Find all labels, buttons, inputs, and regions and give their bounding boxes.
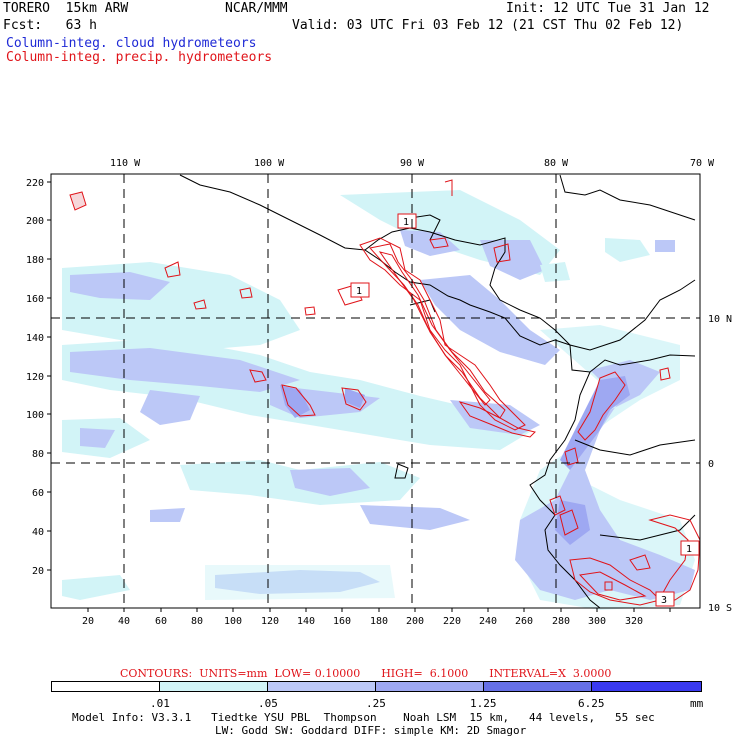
colorbar-label: .05 <box>258 697 278 710</box>
colorbar-label: 1.25 <box>470 697 497 710</box>
x-tick-label: 300 <box>588 616 606 627</box>
map-frame <box>50 173 701 609</box>
x-tick-label: 180 <box>370 616 388 627</box>
y-tick-label: 140 <box>26 333 44 344</box>
y-tick-label: 120 <box>26 372 44 383</box>
y-tick-label: 160 <box>26 294 44 305</box>
colorbar-bin <box>267 681 376 692</box>
valid-time: Valid: 03 UTC Fri 03 Feb 12 (21 CST Thu … <box>292 18 684 33</box>
y-tick-label: 80 <box>32 449 44 460</box>
init-time: Init: 12 UTC Tue 31 Jan 12 <box>506 1 710 16</box>
x-tick-label: 160 <box>333 616 351 627</box>
x-tick-label: 240 <box>479 616 497 627</box>
contour-label: 3 <box>661 595 667 606</box>
contour-label: 1 <box>356 286 362 297</box>
contours-info: CONTOURS: UNITS=mm LOW= 0.10000 HIGH= 6.… <box>120 667 612 680</box>
right-lat-label: 10 N <box>708 314 732 325</box>
top-lon-label: 90 W <box>400 158 425 169</box>
x-tick-label: 100 <box>224 616 242 627</box>
top-lon-label: 70 W <box>690 158 715 169</box>
right-lat-label: 10 S <box>708 603 732 614</box>
contour-label-boxes <box>350 213 700 607</box>
colorbar-bin <box>159 681 268 692</box>
x-tick-label: 40 <box>118 616 130 627</box>
contour-label: 1 <box>403 217 409 228</box>
colorbar-bin <box>483 681 592 692</box>
x-tick-label: 320 <box>625 616 643 627</box>
x-tick-label: 60 <box>155 616 167 627</box>
x-tick-label: 120 <box>261 616 279 627</box>
x-tick-label: 260 <box>515 616 533 627</box>
right-lat-label: 0 <box>708 459 714 470</box>
colorbar-label: .01 <box>150 697 170 710</box>
x-tick-label: 20 <box>82 616 94 627</box>
contour-label: 1 <box>686 544 692 555</box>
cloud-shading <box>62 190 695 610</box>
x-tick-label: 280 <box>552 616 570 627</box>
latlon-grid <box>51 174 700 608</box>
colorbar-label: .25 <box>366 697 386 710</box>
y-tick-label: 40 <box>32 527 44 538</box>
colorbar-bin <box>591 681 702 692</box>
y-tick-label: 220 <box>26 178 44 189</box>
colorbar-label: 6.25 <box>578 697 605 710</box>
y-tick-label: 180 <box>26 255 44 266</box>
x-tick-label: 200 <box>406 616 424 627</box>
y-tick-label: 200 <box>26 216 44 227</box>
legend-cloud-hydrometeors: Column-integ. cloud hydrometeors <box>6 36 257 51</box>
y-tick-label: 20 <box>32 566 44 577</box>
model-physics: LW: Godd SW: Goddard DIFF: simple KM: 2D… <box>215 724 527 737</box>
top-lon-label: 110 W <box>110 158 141 169</box>
colorbar-bin <box>51 681 160 692</box>
colorbar-units: mm <box>690 697 704 710</box>
axis-ticks <box>47 181 671 612</box>
legend-precip-hydrometeors: Column-integ. precip. hydrometeors <box>6 50 273 65</box>
y-tick-label: 100 <box>26 410 44 421</box>
top-lon-label: 100 W <box>254 158 285 169</box>
top-lon-label: 80 W <box>544 158 569 169</box>
forecast-hour: Fcst: 63 h <box>3 18 97 33</box>
colorbar-bin <box>375 681 484 692</box>
model-info: Model Info: V3.3.1 Tiedtke YSU PBL Thomp… <box>72 711 655 724</box>
x-tick-label: 220 <box>443 616 461 627</box>
model-title: TORERO 15km ARW <box>3 1 129 16</box>
y-tick-label: 60 <box>32 488 44 499</box>
coastlines <box>179 174 696 609</box>
x-tick-label: 140 <box>297 616 315 627</box>
org-label: NCAR/MMM <box>225 1 288 16</box>
x-tick-label: 80 <box>191 616 203 627</box>
